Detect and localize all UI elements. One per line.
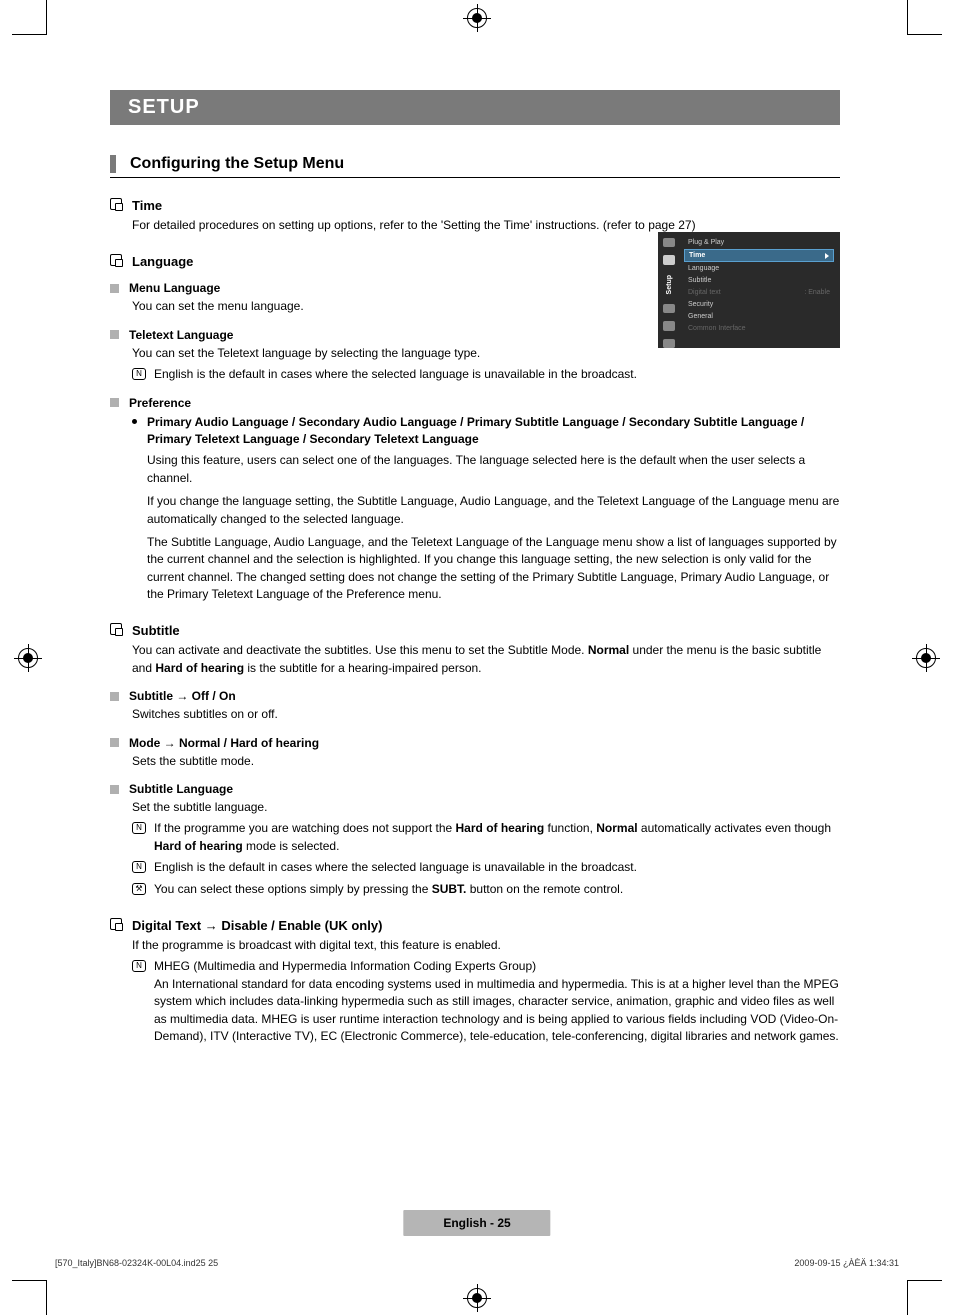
- preference-title: Preference: [129, 396, 191, 410]
- page-number-pill: English - 25: [403, 1210, 550, 1236]
- osd-gear-icon: [663, 255, 675, 264]
- sub-subtitle-language: Subtitle Language Set the subtitle langu…: [110, 782, 840, 898]
- registration-mark: [467, 8, 487, 28]
- crop-mark: [46, 0, 47, 35]
- crop-mark: [907, 1280, 942, 1281]
- sub-icon: [110, 785, 119, 794]
- note-icon: N: [132, 822, 146, 834]
- osd-row-digitaltext: Digital text : Enable: [684, 287, 834, 298]
- sub-icon: [110, 330, 119, 339]
- subtitle-onoff-body: Switches subtitles on or off.: [132, 706, 840, 723]
- preference-p1: Using this feature, users can select one…: [147, 452, 840, 487]
- subtitle-onoff-title: Subtitle → Off / On: [129, 689, 236, 703]
- crop-mark: [12, 1280, 47, 1281]
- subtitle-mode-title: Mode → Normal / Hard of hearing: [129, 736, 319, 750]
- registration-mark: [916, 648, 936, 668]
- osd-side-label: Setup: [666, 275, 673, 294]
- setup-banner: SETUP: [110, 90, 840, 125]
- note-icon: N: [132, 368, 146, 380]
- osd-icon: [663, 304, 675, 313]
- language-title: Language: [132, 254, 193, 269]
- osd-preview: Setup Plug & Play Time Language Subtitle…: [658, 232, 840, 348]
- sub-preference: Preference Primary Audio Language / Seco…: [110, 396, 840, 604]
- subtitle-intro-d: Hard of hearing: [155, 661, 244, 675]
- sub-subtitle-mode: Mode → Normal / Hard of hearing Sets the…: [110, 736, 840, 770]
- subtitle-intro-b: Normal: [588, 643, 629, 657]
- q-icon: [110, 198, 122, 210]
- osd-list: Plug & Play Time Language Subtitle Digit…: [680, 232, 840, 348]
- subtitle-note3-text: You can select these options simply by p…: [154, 881, 623, 898]
- note-icon: N: [132, 861, 146, 873]
- subtitle-note3: ⚒ You can select these options simply by…: [132, 881, 840, 898]
- subtitle-intro-a: You can activate and deactivate the subt…: [132, 643, 588, 657]
- q-icon: [110, 918, 122, 930]
- footer-left: [570_Italy]BN68-02324K-00L04.ind25 25: [55, 1258, 218, 1268]
- sub-icon: [110, 692, 119, 701]
- subtitle-title: Subtitle: [132, 623, 180, 638]
- digitaltext-note: N MHEG (Multimedia and Hypermedia Inform…: [132, 958, 840, 1045]
- subtitle-intro: You can activate and deactivate the subt…: [132, 642, 840, 677]
- osd-icon: [663, 321, 675, 330]
- preference-p2: If you change the language setting, the …: [147, 493, 840, 528]
- tools-icon: ⚒: [132, 883, 146, 895]
- sub-icon: [110, 284, 119, 293]
- q-icon: [110, 623, 122, 635]
- subtitle-note1-text: If the programme you are watching does n…: [154, 820, 840, 855]
- q-icon: [110, 254, 122, 266]
- teletext-note-text: English is the default in cases where th…: [154, 366, 637, 383]
- item-digital-text: Digital Text → Disable / Enable (UK only…: [110, 918, 840, 1045]
- section-heading: Configuring the Setup Menu: [110, 155, 840, 178]
- osd-row-common: Common Interface: [684, 323, 834, 334]
- item-subtitle: Subtitle You can activate and deactivate…: [110, 623, 840, 898]
- digitaltext-body: If the programme is broadcast with digit…: [132, 937, 840, 954]
- preference-bullet: Primary Audio Language / Secondary Audio…: [132, 414, 840, 604]
- subtitle-language-title: Subtitle Language: [129, 782, 233, 796]
- subtitle-note2-text: English is the default in cases where th…: [154, 859, 637, 876]
- item-time: Time For detailed procedures on setting …: [110, 198, 840, 234]
- bullet-icon: [132, 419, 137, 424]
- sub-icon: [110, 398, 119, 407]
- osd-row-plugplay: Plug & Play: [684, 237, 834, 248]
- menu-language-title: Menu Language: [129, 281, 220, 295]
- registration-mark: [18, 648, 38, 668]
- teletext-language-title: Teletext Language: [129, 328, 233, 342]
- subtitle-mode-body: Sets the subtitle mode.: [132, 753, 840, 770]
- chevron-right-icon: [825, 253, 829, 259]
- time-title: Time: [132, 198, 162, 213]
- subtitle-language-body: Set the subtitle language.: [132, 799, 840, 816]
- registration-mark: [467, 1288, 487, 1308]
- note-icon: N: [132, 960, 146, 972]
- footer-right: 2009-09-15 ¿ÀÈÄ 1:34:31: [794, 1258, 899, 1268]
- digitaltext-note-text: MHEG (Multimedia and Hypermedia Informat…: [154, 958, 840, 1045]
- osd-icon: [663, 339, 675, 348]
- crop-mark: [12, 34, 47, 35]
- crop-mark: [907, 34, 942, 35]
- subtitle-intro-e: is the subtitle for a hearing-impaired p…: [244, 661, 481, 675]
- crop-mark: [907, 1280, 908, 1315]
- section-title: Configuring the Setup Menu: [130, 155, 344, 173]
- osd-row-time: Time: [684, 249, 834, 262]
- osd-icon-column: Setup: [658, 232, 680, 348]
- osd-icon: [663, 238, 675, 247]
- osd-row-security: Security: [684, 299, 834, 310]
- sub-icon: [110, 738, 119, 747]
- osd-row-language: Language: [684, 263, 834, 274]
- preference-p3: The Subtitle Language, Audio Language, a…: [147, 534, 840, 604]
- subtitle-note1: N If the programme you are watching does…: [132, 820, 840, 855]
- crop-mark: [46, 1280, 47, 1315]
- digitaltext-title: Digital Text → Disable / Enable (UK only…: [132, 918, 382, 933]
- osd-row-general: General: [684, 311, 834, 322]
- preference-bullet-title: Primary Audio Language / Secondary Audio…: [147, 414, 840, 449]
- sub-subtitle-onoff: Subtitle → Off / On Switches subtitles o…: [110, 689, 840, 723]
- subtitle-note2: N English is the default in cases where …: [132, 859, 840, 876]
- teletext-note: N English is the default in cases where …: [132, 366, 840, 383]
- osd-row-subtitle: Subtitle: [684, 275, 834, 286]
- crop-mark: [907, 0, 908, 35]
- section-bar: [110, 155, 116, 173]
